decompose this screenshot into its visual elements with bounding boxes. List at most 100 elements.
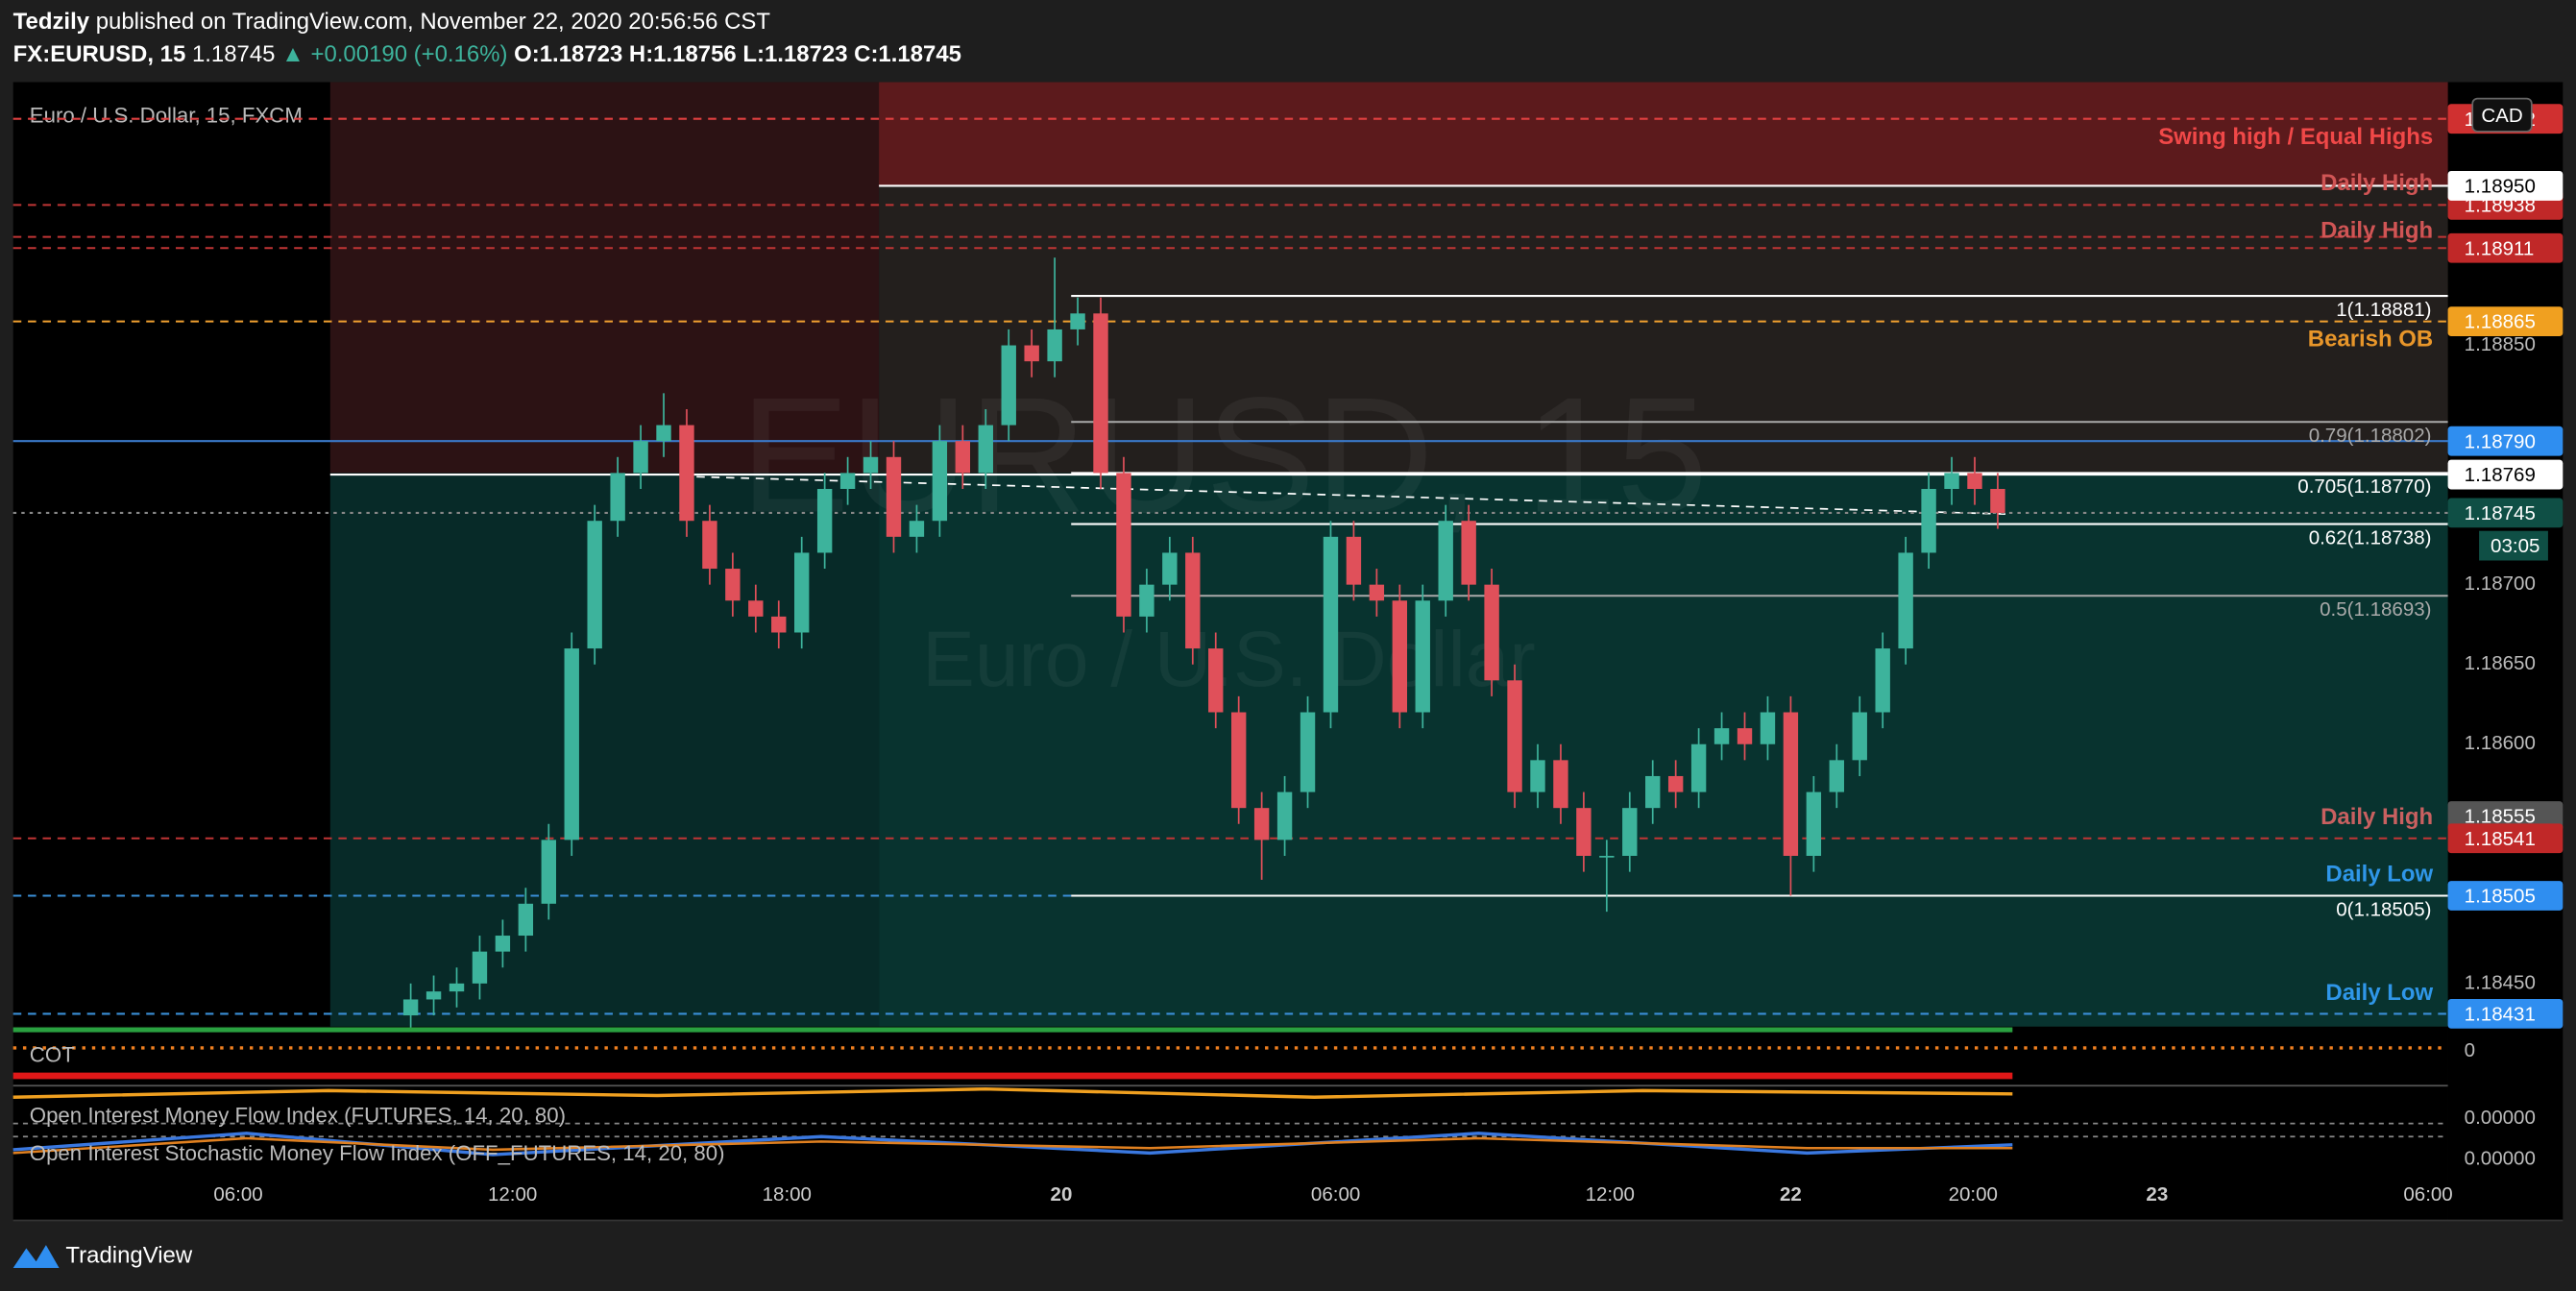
price-tag-label: 1.18745	[2465, 502, 2536, 524]
fib-label: 0.705(1.18770)	[2297, 475, 2431, 498]
price-tag	[2447, 801, 2564, 831]
candle-body	[1438, 521, 1453, 601]
price-tag-label: 1.18541	[2465, 828, 2536, 850]
pane-title: Euro / U.S. Dollar, 15, FXCM	[30, 103, 303, 127]
candle-body	[1806, 792, 1822, 856]
indicator-axis-label: 0.00000	[2465, 1148, 2536, 1170]
price-tag-label: 1.18950	[2465, 176, 2536, 198]
fib-label: 0.79(1.18802)	[2309, 425, 2432, 447]
publisher: Tedzily	[13, 9, 90, 35]
time-label: 06:00	[213, 1183, 262, 1206]
candle-body	[1690, 743, 1707, 792]
price-tag	[2447, 459, 2564, 490]
candle-body	[1944, 473, 1959, 490]
candle-body	[449, 983, 465, 992]
fib-label: 0(1.18505)	[2336, 898, 2431, 920]
candle-body	[839, 473, 856, 490]
candle-body	[1139, 584, 1154, 617]
candle-body	[1875, 648, 1890, 713]
time-label: 23	[2146, 1183, 2168, 1206]
price-tag	[2447, 232, 2564, 263]
candle-body	[1553, 760, 1568, 809]
candle-body	[886, 456, 902, 537]
price-tag	[2447, 881, 2564, 911]
annotation: Swing high / Equal Highs	[2158, 124, 2433, 150]
price-tag	[2447, 999, 2564, 1029]
price-tag	[2447, 306, 2564, 337]
time-label: 12:00	[1586, 1183, 1635, 1206]
ohlc: O:1.18723 H:1.18756 L:1.18723 C:1.18745	[514, 41, 961, 67]
candle-body	[425, 991, 442, 1000]
logo	[12, 1245, 60, 1269]
candle-body	[1253, 808, 1270, 840]
annotation: Daily Low	[2325, 980, 2433, 1006]
price-tag	[2447, 823, 2564, 854]
indicator-name: Open Interest Money Flow Index (FUTURES,…	[30, 1104, 566, 1128]
time-label: 06:00	[1311, 1183, 1360, 1206]
demand-zone	[879, 473, 2448, 1027]
candle-body	[1276, 792, 1293, 840]
candle-body	[610, 473, 625, 522]
candle-body	[1622, 808, 1638, 856]
candle-body	[863, 456, 879, 474]
indicator-name: Open Interest Stochastic Money Flow Inde…	[30, 1141, 725, 1165]
candle-body	[1829, 760, 1844, 792]
candle-body	[702, 521, 717, 570]
candle-body	[1230, 712, 1247, 809]
watermark: EURUSD, 15	[741, 364, 1708, 548]
candle-body	[1507, 680, 1522, 792]
candle-body	[587, 521, 602, 649]
price-tag	[2447, 426, 2564, 456]
demand-zone	[329, 473, 880, 1027]
axis-layer: 1.18850 1.18700 1.18650 1.18600 1.18450 1.189…	[30, 97, 2564, 1206]
candle-body	[1415, 600, 1430, 713]
time-label: 20	[1051, 1183, 1073, 1206]
candle-body	[1783, 712, 1799, 856]
price-axis	[2447, 82, 2564, 1221]
candle-body	[1760, 712, 1776, 744]
candle-body	[402, 999, 419, 1016]
candle-body	[1093, 313, 1108, 474]
supply-zone	[329, 82, 880, 474]
time-label: 18:00	[763, 1183, 812, 1206]
fib-label: 1(1.18881)	[2336, 299, 2431, 321]
price-tag-label: 1.18505	[2465, 886, 2536, 908]
fib-label: 0.5(1.18693)	[2320, 598, 2431, 621]
price-tag-label: 1.18790	[2465, 430, 2536, 452]
currency: CAD	[2481, 105, 2522, 127]
y-tick-label: 1.18850	[2465, 333, 2536, 355]
candle-body	[1323, 536, 1339, 713]
candle-body	[909, 521, 925, 537]
candle-body	[955, 441, 971, 474]
candle-body	[771, 616, 787, 633]
candle-body	[1990, 489, 2005, 513]
swing-zone	[879, 82, 2448, 186]
candle-body	[1300, 712, 1316, 792]
price-tag-label: 1.18911	[2465, 237, 2535, 259]
candle-body	[1116, 473, 1131, 617]
candle-body	[1645, 775, 1661, 809]
y-tick-label: 1.18600	[2465, 732, 2536, 754]
time-label: 12:00	[488, 1183, 537, 1206]
candle-body	[1024, 345, 1039, 362]
candle-body	[1737, 728, 1753, 744]
price-tag-label: 1.18865	[2465, 311, 2536, 333]
candle-body	[978, 425, 993, 474]
price-tag-label: 1.18555	[2465, 806, 2536, 828]
candle-body	[1392, 600, 1408, 713]
indicator-name: COT	[30, 1042, 75, 1066]
brand: TradingView	[65, 1242, 192, 1268]
candle-body	[564, 648, 579, 840]
countdown: 03:05	[2491, 535, 2540, 557]
currency-box	[2471, 97, 2533, 133]
annotation: Daily High	[2321, 217, 2433, 243]
candle-body	[1921, 489, 1936, 553]
candle-body	[679, 425, 694, 522]
quote-line: FX:EURUSD, 15 1.18745 ▲ +0.00190 (+0.16%…	[13, 41, 961, 67]
candle-body	[518, 903, 534, 937]
candle-body	[1369, 584, 1385, 601]
candle-body	[1713, 728, 1730, 744]
countdown-box	[2479, 530, 2548, 561]
time-label: 06:00	[2403, 1183, 2452, 1206]
